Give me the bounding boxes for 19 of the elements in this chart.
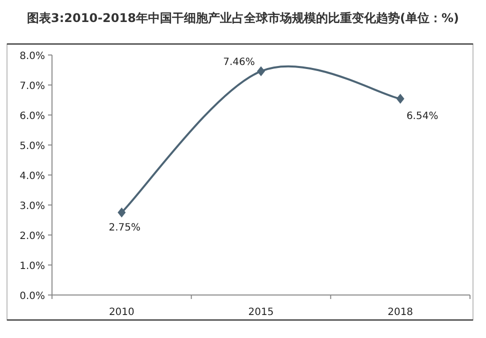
y-tick-label: 5.0% [20, 141, 45, 152]
y-tick-label: 1.0% [20, 261, 45, 272]
data-label: 7.46% [223, 57, 255, 68]
point [118, 208, 126, 218]
chart-title: 图表3:2010-2018年中国干细胞产业占全球市场规模的比重变化趋势(单位：%) [27, 11, 459, 25]
x-tick-label: 2018 [388, 307, 414, 318]
y-tick-label: 4.0% [20, 171, 45, 182]
y-tick-label: 7.0% [20, 81, 45, 92]
y-tick-label: 8.0% [20, 51, 45, 62]
y-tick-label: 6.0% [20, 111, 45, 122]
y-tick-label: 2.0% [20, 231, 45, 242]
point [396, 94, 404, 104]
y-tick-label: 3.0% [20, 201, 45, 212]
data-label: 6.54% [406, 110, 438, 122]
y-tick-label: 0.0% [20, 291, 45, 302]
x-tick-label: 2015 [248, 307, 274, 318]
data-label: 2.75% [108, 222, 141, 234]
point [257, 66, 265, 76]
x-tick-label: 2010 [108, 307, 134, 318]
